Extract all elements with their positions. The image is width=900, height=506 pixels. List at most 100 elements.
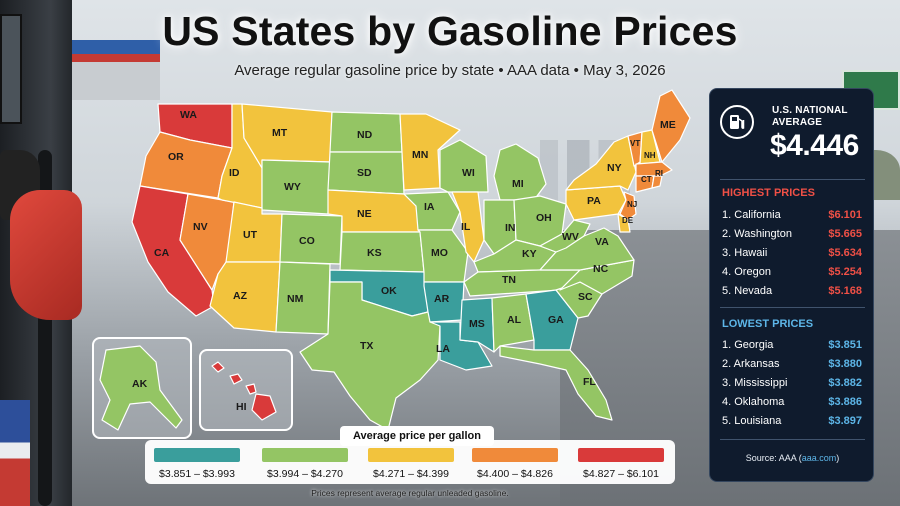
label-NM: NM bbox=[287, 293, 304, 305]
national-label-line1: U.S. NATIONAL bbox=[772, 105, 848, 116]
legend-range: $4.271 – $4.399 bbox=[373, 468, 449, 480]
state-AL[interactable] bbox=[491, 293, 535, 353]
label-HI: HI bbox=[236, 401, 247, 413]
state-MS[interactable] bbox=[459, 297, 495, 353]
state-FL[interactable] bbox=[499, 345, 613, 421]
label-IL: IL bbox=[461, 221, 471, 233]
label-NJ: NJ bbox=[627, 200, 637, 209]
legend-item: $4.827 – $6.101 bbox=[573, 448, 669, 480]
state-WI[interactable] bbox=[439, 139, 489, 193]
highest-row: 2. Washington $5.665 bbox=[722, 228, 862, 240]
label-GA: GA bbox=[548, 314, 564, 326]
national-average-value: $4.446 bbox=[770, 129, 859, 162]
label-AR: AR bbox=[434, 293, 450, 305]
label-OH: OH bbox=[536, 212, 552, 224]
label-CT: CT bbox=[641, 175, 652, 184]
label-OK: OK bbox=[381, 285, 397, 297]
label-PA: PA bbox=[587, 195, 601, 207]
legend-range: $3.851 – $3.993 bbox=[159, 468, 235, 480]
lowest-row: 2. Arkansas $3.880 bbox=[722, 358, 862, 370]
panel-divider bbox=[720, 307, 865, 308]
gas-station-canopy bbox=[70, 40, 160, 100]
label-WI: WI bbox=[462, 167, 475, 179]
state-AK[interactable] bbox=[99, 345, 183, 431]
highest-row: 1. California $6.101 bbox=[722, 209, 862, 221]
row-price: $3.851 bbox=[828, 339, 862, 351]
row-state: 4. Oklahoma bbox=[722, 396, 785, 408]
legend-title: Average price per gallon bbox=[340, 426, 494, 446]
label-ND: ND bbox=[357, 129, 373, 141]
label-NV: NV bbox=[193, 221, 208, 233]
row-price: $5.634 bbox=[828, 247, 862, 259]
footnote: Prices represent average regular unleade… bbox=[311, 488, 509, 498]
label-KS: KS bbox=[367, 247, 382, 259]
label-IA: IA bbox=[424, 201, 435, 213]
legend-swatch bbox=[472, 448, 558, 462]
label-LA: LA bbox=[436, 343, 450, 355]
legend-range: $4.827 – $6.101 bbox=[583, 468, 659, 480]
state-labels: WA OR CA NV ID MT WY UT AZ CO NM ND SD N… bbox=[132, 109, 676, 413]
lowest-row: 1. Georgia $3.851 bbox=[722, 339, 862, 351]
label-RI: RI bbox=[655, 169, 663, 178]
legend-item: $3.994 – $4.270 bbox=[257, 448, 353, 480]
row-state: 4. Oregon bbox=[722, 266, 771, 278]
label-NY: NY bbox=[607, 162, 622, 174]
legend-swatch bbox=[368, 448, 454, 462]
label-AZ: AZ bbox=[233, 290, 248, 302]
state-DE[interactable] bbox=[617, 213, 631, 233]
label-TN: TN bbox=[502, 274, 516, 286]
gas-pump-photo bbox=[0, 0, 96, 506]
state-VA[interactable] bbox=[539, 227, 635, 271]
row-price: $3.886 bbox=[828, 396, 862, 408]
state-MA[interactable] bbox=[635, 161, 673, 177]
label-MN: MN bbox=[412, 149, 428, 161]
label-DE: DE bbox=[622, 216, 634, 225]
state-NY[interactable] bbox=[565, 135, 637, 191]
state-KS[interactable] bbox=[339, 231, 425, 273]
gas-station-stripe bbox=[70, 54, 160, 62]
page-subtitle: Average regular gasoline price by state … bbox=[234, 62, 666, 79]
legend-swatch bbox=[262, 448, 348, 462]
label-SD: SD bbox=[357, 167, 372, 179]
row-state: 3. Hawaii bbox=[722, 247, 768, 259]
legend-range: $3.994 – $4.270 bbox=[267, 468, 343, 480]
state-HI[interactable] bbox=[211, 361, 277, 421]
legend-item: $4.271 – $4.399 bbox=[363, 448, 459, 480]
label-CA: CA bbox=[154, 247, 170, 259]
row-price: $3.882 bbox=[828, 377, 862, 389]
state-MN[interactable] bbox=[399, 113, 461, 191]
pump-stripe bbox=[0, 400, 30, 506]
highest-row: 5. Nevada $5.168 bbox=[722, 285, 862, 297]
state-ME[interactable] bbox=[651, 89, 691, 163]
pump-screen bbox=[0, 14, 22, 124]
label-WY: WY bbox=[284, 181, 301, 193]
hawaii-inset bbox=[199, 349, 293, 431]
state-RI[interactable] bbox=[651, 175, 663, 189]
label-ID: ID bbox=[229, 167, 240, 179]
label-VT: VT bbox=[630, 139, 640, 148]
state-WV[interactable] bbox=[539, 219, 591, 253]
state-MI[interactable] bbox=[493, 143, 547, 201]
label-TX: TX bbox=[360, 340, 373, 352]
label-ME: ME bbox=[660, 119, 676, 131]
source-link[interactable]: aaa.com bbox=[801, 453, 837, 463]
highest-prices-title: HIGHEST PRICES bbox=[722, 187, 815, 199]
label-CO: CO bbox=[299, 235, 315, 247]
panel-divider bbox=[720, 179, 865, 180]
label-OR: OR bbox=[168, 151, 184, 163]
label-FL: FL bbox=[583, 376, 596, 388]
highest-row: 4. Oregon $5.254 bbox=[722, 266, 862, 278]
label-AK: AK bbox=[132, 378, 148, 390]
pump-nozzle bbox=[10, 190, 82, 320]
row-state: 5. Nevada bbox=[722, 285, 773, 297]
row-state: 2. Washington bbox=[722, 228, 792, 240]
label-NC: NC bbox=[593, 263, 609, 275]
row-state: 1. California bbox=[722, 209, 781, 221]
row-state: 2. Arkansas bbox=[722, 358, 780, 370]
label-WV: WV bbox=[562, 231, 579, 243]
row-price: $3.897 bbox=[828, 415, 862, 427]
state-TX[interactable] bbox=[299, 281, 441, 431]
label-MT: MT bbox=[272, 127, 288, 139]
legend-item: $3.851 – $3.993 bbox=[149, 448, 245, 480]
lowest-row: 4. Oklahoma $3.886 bbox=[722, 396, 862, 408]
